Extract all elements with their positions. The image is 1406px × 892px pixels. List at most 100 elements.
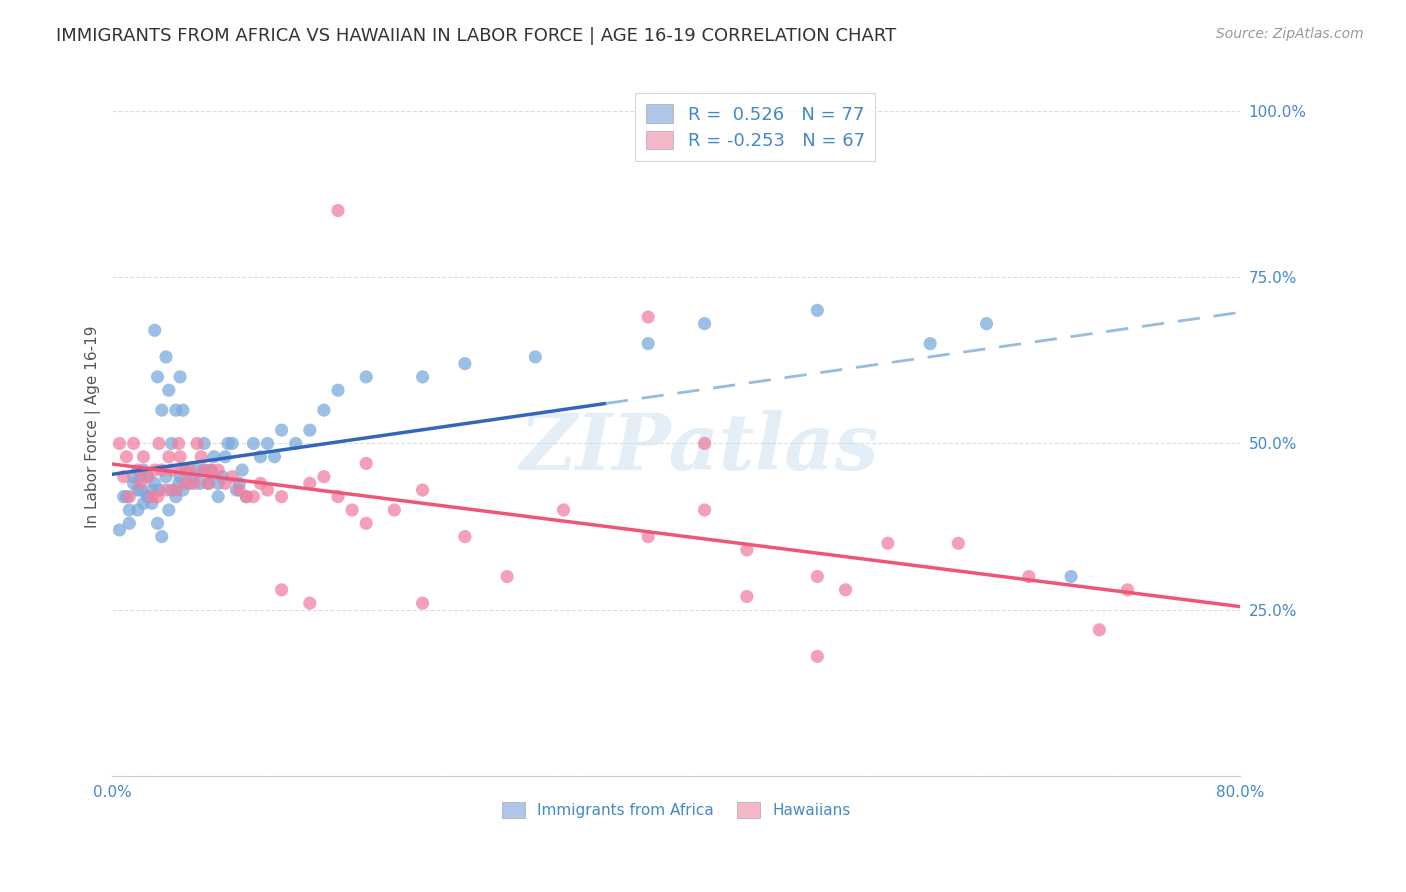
Point <box>136 490 159 504</box>
Point <box>384 503 406 517</box>
Point <box>108 523 131 537</box>
Point <box>129 476 152 491</box>
Point <box>454 530 477 544</box>
Point <box>217 436 239 450</box>
Point <box>155 469 177 483</box>
Point <box>155 483 177 497</box>
Point <box>735 542 758 557</box>
Point <box>249 450 271 464</box>
Point <box>284 436 307 450</box>
Point <box>197 476 219 491</box>
Point <box>524 350 547 364</box>
Point <box>132 450 155 464</box>
Point <box>1088 623 1111 637</box>
Point <box>256 483 278 497</box>
Point <box>183 476 205 491</box>
Point <box>132 463 155 477</box>
Point <box>326 203 349 218</box>
Point <box>108 436 131 450</box>
Point <box>976 317 998 331</box>
Point <box>637 336 659 351</box>
Point <box>150 463 173 477</box>
Point <box>118 490 141 504</box>
Point <box>693 317 716 331</box>
Point <box>312 469 335 483</box>
Point <box>221 436 243 450</box>
Point <box>122 476 145 491</box>
Point <box>200 463 222 477</box>
Point <box>167 436 190 450</box>
Point <box>312 403 335 417</box>
Point <box>263 450 285 464</box>
Point <box>1116 582 1139 597</box>
Point <box>326 383 349 397</box>
Point <box>150 530 173 544</box>
Point <box>235 490 257 504</box>
Point <box>228 483 250 497</box>
Point <box>181 469 204 483</box>
Point <box>127 463 149 477</box>
Point <box>298 476 321 491</box>
Point <box>112 490 135 504</box>
Point <box>155 350 177 364</box>
Point <box>146 370 169 384</box>
Point <box>948 536 970 550</box>
Point <box>115 450 138 464</box>
Point <box>249 476 271 491</box>
Point <box>132 496 155 510</box>
Point <box>179 476 201 491</box>
Point <box>806 569 828 583</box>
Point <box>806 303 828 318</box>
Point <box>211 469 233 483</box>
Point <box>190 450 212 464</box>
Point <box>221 469 243 483</box>
Point <box>693 436 716 450</box>
Point <box>553 503 575 517</box>
Legend: Immigrants from Africa, Hawaiians: Immigrants from Africa, Hawaiians <box>496 797 856 824</box>
Point <box>127 483 149 497</box>
Point <box>454 357 477 371</box>
Point <box>179 463 201 477</box>
Point <box>235 490 257 504</box>
Point <box>193 436 215 450</box>
Point <box>146 490 169 504</box>
Point <box>136 490 159 504</box>
Point <box>141 490 163 504</box>
Point <box>228 476 250 491</box>
Point <box>160 436 183 450</box>
Point <box>118 503 141 517</box>
Point <box>169 370 191 384</box>
Point <box>354 516 377 531</box>
Point <box>157 450 180 464</box>
Point <box>136 469 159 483</box>
Point <box>193 463 215 477</box>
Point <box>122 469 145 483</box>
Point <box>200 463 222 477</box>
Point <box>148 436 170 450</box>
Point <box>412 370 434 384</box>
Point <box>242 490 264 504</box>
Y-axis label: In Labor Force | Age 16-19: In Labor Force | Age 16-19 <box>86 326 101 528</box>
Point <box>834 582 856 597</box>
Point <box>207 476 229 491</box>
Point <box>169 469 191 483</box>
Point <box>172 463 194 477</box>
Point <box>193 463 215 477</box>
Point <box>197 476 219 491</box>
Point <box>354 457 377 471</box>
Point <box>143 463 166 477</box>
Point <box>806 649 828 664</box>
Point <box>214 476 236 491</box>
Point <box>298 596 321 610</box>
Point <box>186 463 208 477</box>
Point <box>143 476 166 491</box>
Point <box>412 596 434 610</box>
Point <box>298 423 321 437</box>
Point <box>141 496 163 510</box>
Point <box>150 403 173 417</box>
Point <box>174 463 197 477</box>
Point <box>160 463 183 477</box>
Point <box>1060 569 1083 583</box>
Text: IMMIGRANTS FROM AFRICA VS HAWAIIAN IN LABOR FORCE | AGE 16-19 CORRELATION CHART: IMMIGRANTS FROM AFRICA VS HAWAIIAN IN LA… <box>56 27 897 45</box>
Point <box>270 490 292 504</box>
